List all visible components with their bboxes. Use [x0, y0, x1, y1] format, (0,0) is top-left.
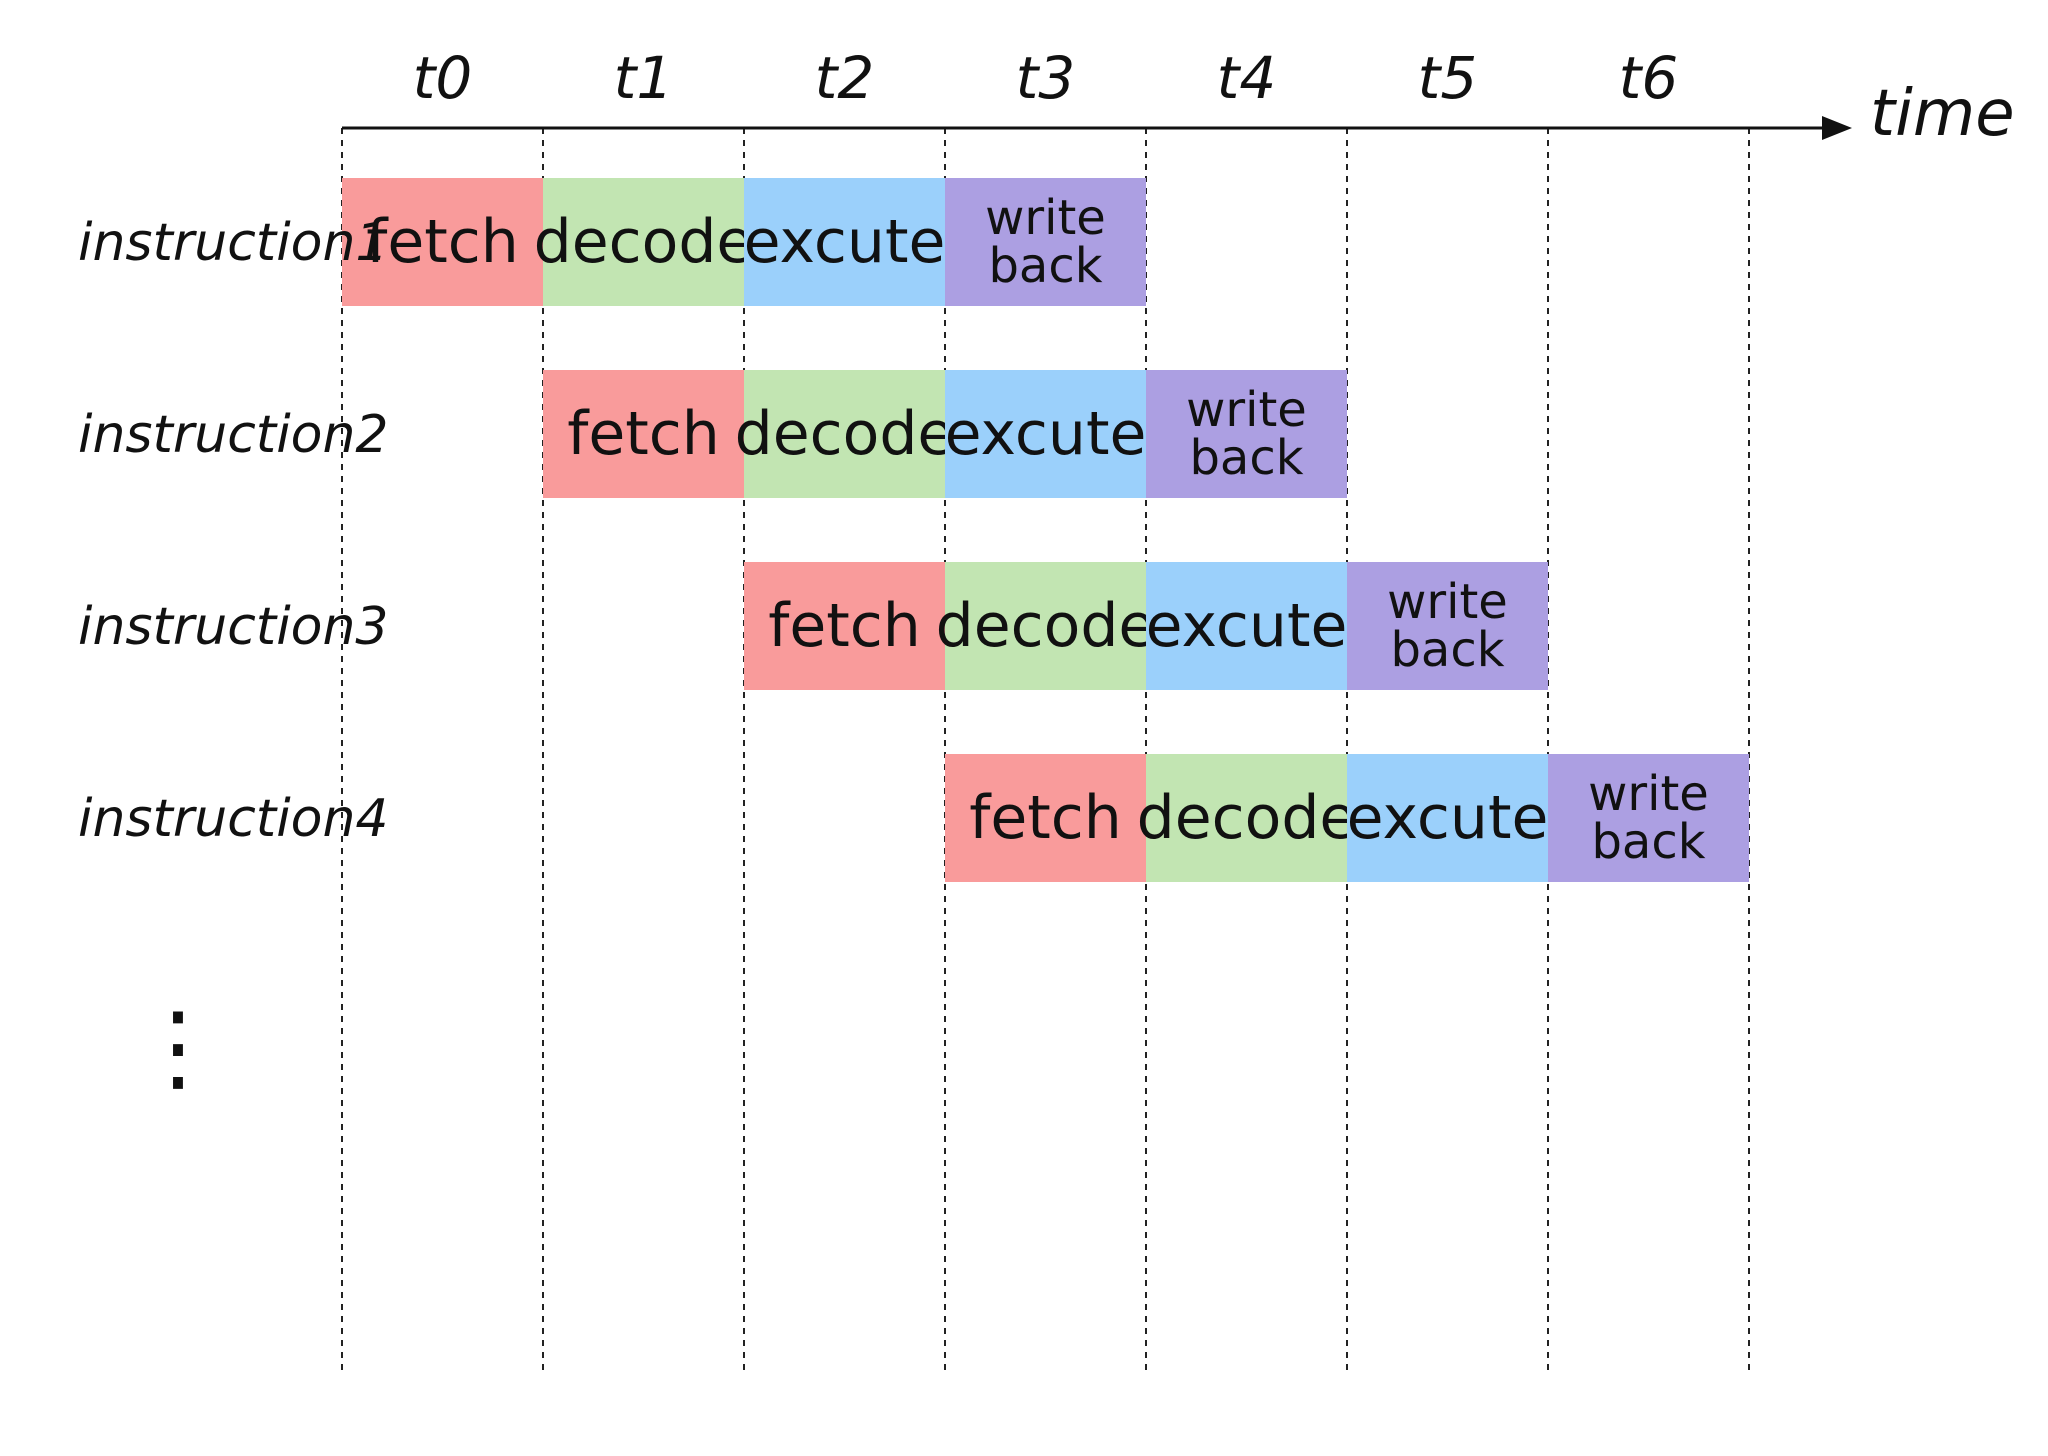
stage-label: write	[985, 190, 1106, 246]
time-step-label: t5	[1418, 44, 1478, 112]
stage-block-execute: excute	[1347, 754, 1549, 882]
stage-block-decode: decode	[1137, 754, 1357, 882]
stage-label: excute	[1347, 783, 1549, 853]
stage-fill	[945, 370, 1146, 498]
stage-label: write	[1186, 382, 1307, 438]
stage-label: decode	[936, 591, 1156, 661]
stage-label: fetch	[567, 399, 720, 469]
stage-block-execute: excute	[744, 178, 946, 306]
axis-arrowhead	[1822, 116, 1852, 140]
instruction-label: instruction2	[78, 405, 389, 465]
stage-fill	[744, 370, 945, 498]
stage-fill	[744, 562, 945, 690]
stage-label: fetch	[366, 207, 519, 277]
stage-label: excute	[945, 399, 1147, 469]
instruction-label: instruction1	[78, 213, 389, 273]
stage-block-fetch: fetch	[744, 562, 945, 690]
stage-fill	[1347, 562, 1548, 690]
stage-block-execute: excute	[1146, 562, 1348, 690]
stage-block-decode: decode	[735, 370, 955, 498]
stage-fill	[945, 178, 1146, 306]
stage-label: back	[1390, 622, 1504, 678]
stage-label: fetch	[768, 591, 921, 661]
stage-fill	[744, 178, 945, 306]
stage-label: excute	[744, 207, 946, 277]
stage-label: decode	[534, 207, 754, 277]
stage-fill	[1347, 754, 1548, 882]
time-step-label: t1	[614, 44, 674, 112]
stage-fill	[945, 562, 1146, 690]
instruction-labels: instruction1 instruction2 instruction3 inst…	[78, 213, 389, 849]
stage-fill	[1146, 370, 1347, 498]
time-step-labels: t0 t1 t2 t3 t4 t5 t6	[413, 44, 1679, 112]
stage-block-decode: decode	[534, 178, 754, 306]
time-step-label: t0	[413, 44, 473, 112]
time-step-label: t3	[1016, 44, 1076, 112]
stage-fill	[543, 178, 744, 306]
time-step-label: t6	[1619, 44, 1679, 112]
stage-block-fetch: fetch	[342, 178, 543, 306]
time-grid	[341, 128, 1750, 1375]
stage-block-execute: excute	[945, 370, 1147, 498]
stage-fill	[1146, 754, 1347, 882]
stage-label: decode	[1137, 783, 1357, 853]
continuation-ellipsis: ⋮	[130, 991, 226, 1103]
stage-label: back	[988, 238, 1102, 294]
stage-fill	[543, 370, 744, 498]
stage-fill	[1146, 562, 1347, 690]
time-step-label: t4	[1217, 44, 1277, 112]
stage-label: back	[1189, 430, 1303, 486]
time-axis: time	[342, 77, 2015, 151]
stage-label: fetch	[969, 783, 1122, 853]
instruction-label: instruction3	[78, 597, 389, 657]
instruction-label: instruction4	[78, 789, 389, 849]
stage-label: decode	[735, 399, 955, 469]
stage-fill	[945, 754, 1146, 882]
stage-fill	[1548, 754, 1749, 882]
stage-label: write	[1387, 574, 1508, 630]
stage-label: excute	[1146, 591, 1348, 661]
stage-fill	[342, 178, 543, 306]
stage-label: back	[1591, 814, 1705, 870]
stage-block-fetch: fetch	[945, 754, 1146, 882]
stage-block-decode: decode	[936, 562, 1156, 690]
time-axis-label: time	[1870, 77, 2015, 151]
stage-block-fetch: fetch	[543, 370, 744, 498]
time-step-label: t2	[815, 44, 875, 112]
stage-label: write	[1588, 766, 1709, 822]
